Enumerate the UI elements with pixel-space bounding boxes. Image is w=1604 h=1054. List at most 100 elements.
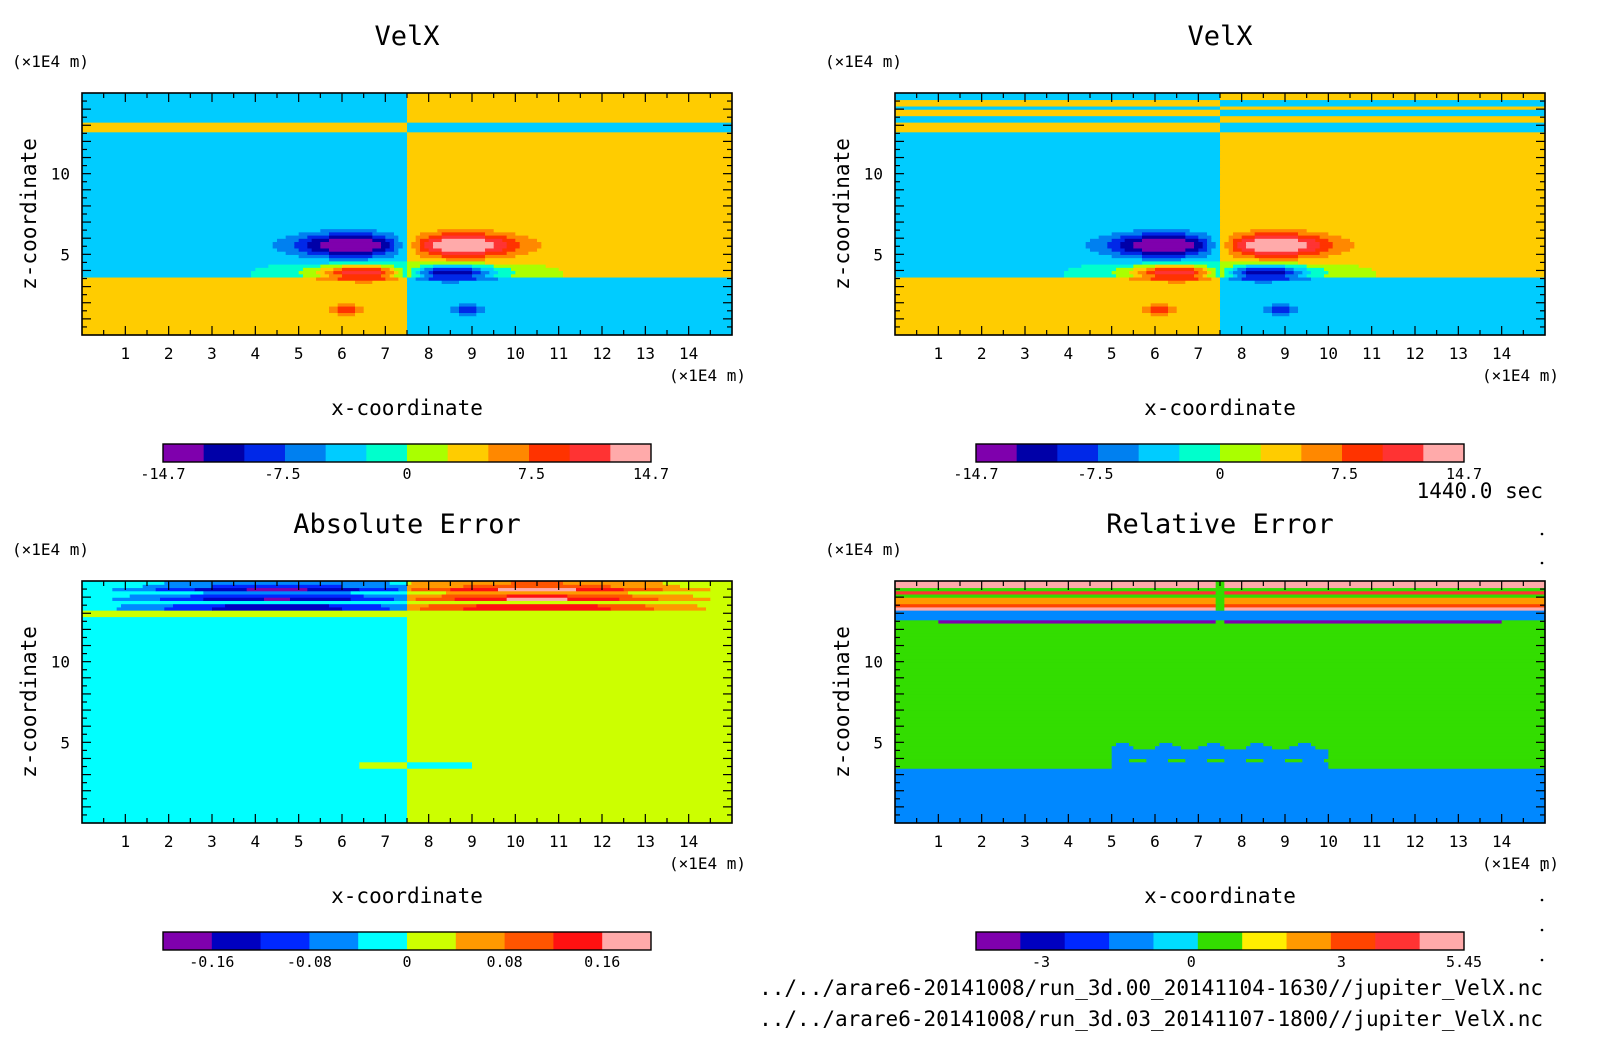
heat-cell	[895, 729, 1546, 734]
x-tick-label: 2	[977, 344, 987, 363]
colorbar-tick-label: 3	[1337, 953, 1346, 971]
heat-cell	[298, 238, 313, 243]
y-axis-label: z-coordinate	[830, 138, 854, 290]
heat-cell	[394, 241, 404, 246]
heat-cell	[441, 231, 486, 236]
x-tick-label: 11	[549, 344, 568, 363]
heat-cell	[1354, 244, 1546, 249]
heat-cell	[433, 264, 473, 268]
heat-cell	[1298, 273, 1308, 278]
heat-cell	[1116, 742, 1130, 747]
x-tick-label: 10	[1319, 832, 1338, 851]
heat-cell	[333, 270, 343, 275]
x-tick-label: 1	[934, 832, 944, 851]
heat-cell	[1220, 218, 1546, 223]
heat-cell	[895, 273, 1065, 278]
heat-cell	[1215, 273, 1221, 278]
heat-cell	[1194, 270, 1199, 275]
y-tick-label: 10	[51, 165, 70, 184]
heat-cell	[82, 581, 165, 585]
heat-cell	[1315, 238, 1329, 243]
heat-cell	[82, 693, 408, 698]
heat-cell	[82, 781, 408, 785]
heat-cell	[428, 247, 443, 252]
heat-cell	[82, 584, 144, 589]
heat-cell	[428, 251, 443, 255]
heat-cell	[1207, 742, 1221, 747]
heat-cell	[1302, 270, 1312, 275]
heat-cell	[506, 241, 521, 246]
heat-cell	[381, 267, 391, 272]
heat-cell	[82, 96, 408, 101]
heat-cell	[407, 593, 443, 598]
heat-cell	[411, 244, 421, 249]
heat-cell	[407, 635, 733, 640]
heat-cell	[693, 593, 733, 598]
heat-cell	[710, 587, 733, 592]
heat-cell	[1328, 247, 1351, 252]
heat-cell	[1220, 244, 1225, 249]
heat-cell	[1129, 270, 1139, 275]
x-tick-label: 6	[337, 832, 347, 851]
heat-cell	[1107, 244, 1121, 249]
heat-cell	[895, 315, 1221, 320]
heat-cell	[363, 305, 408, 310]
heat-cell	[563, 270, 733, 275]
heat-cell	[376, 228, 408, 233]
y-axis-label: z-coordinate	[17, 138, 41, 290]
heat-cell	[1137, 270, 1147, 275]
heat-cell	[1111, 748, 1329, 753]
heat-cell	[407, 112, 733, 117]
heat-cell	[407, 606, 421, 611]
heat-cell	[895, 170, 1221, 175]
heat-cell	[407, 681, 733, 685]
heat-cell	[381, 244, 391, 249]
colorbar-swatch	[610, 444, 652, 462]
heat-cell	[895, 590, 1217, 595]
heat-cell	[407, 784, 733, 789]
heat-cell	[1211, 234, 1221, 239]
heat-cell	[515, 254, 733, 259]
heat-cell	[1224, 597, 1546, 601]
heat-cell	[82, 212, 408, 217]
heat-cell	[407, 729, 733, 734]
heat-cell	[82, 642, 408, 647]
heat-cell	[1263, 758, 1286, 763]
chart-panel-1: VelX(×1E4 m)1 2 3 4 5 6 7 8 9 10 11 12 13 14510(×1E4 …	[12, 21, 746, 483]
heat-cell	[1233, 238, 1243, 243]
heat-cell	[82, 134, 408, 139]
heat-cell	[1224, 600, 1546, 605]
heat-cell	[407, 238, 417, 243]
heat-cell	[407, 581, 412, 585]
heat-cell	[368, 257, 408, 262]
heat-cell	[1207, 244, 1217, 249]
colorbar-swatch	[1153, 932, 1199, 950]
heat-cell	[485, 309, 733, 314]
heat-cell	[407, 781, 733, 785]
heat-cell	[895, 109, 1221, 113]
heat-cell	[82, 257, 330, 262]
heat-cell	[895, 331, 1221, 336]
heat-cell	[407, 697, 733, 701]
heat-cell	[1220, 202, 1546, 207]
heat-cell	[1081, 264, 1134, 268]
heat-cell	[1371, 267, 1546, 272]
heat-cell	[895, 603, 1217, 608]
heat-cell	[1215, 606, 1225, 611]
heat-cell	[493, 241, 508, 246]
heat-cell	[1306, 228, 1546, 233]
heat-cell	[498, 587, 577, 592]
heat-cell	[895, 787, 1546, 792]
heat-cell	[441, 238, 486, 243]
heat-cell	[493, 273, 512, 278]
heat-cell	[1146, 267, 1156, 272]
heat-cell	[662, 581, 733, 585]
heat-cell	[389, 581, 408, 585]
heat-cell	[1263, 742, 1299, 747]
heat-cell	[433, 270, 473, 275]
heat-cell	[1241, 251, 1256, 255]
heat-cell	[372, 234, 386, 239]
heat-cell	[407, 658, 733, 663]
heat-cell	[895, 768, 1546, 772]
heat-cell	[1185, 251, 1199, 255]
